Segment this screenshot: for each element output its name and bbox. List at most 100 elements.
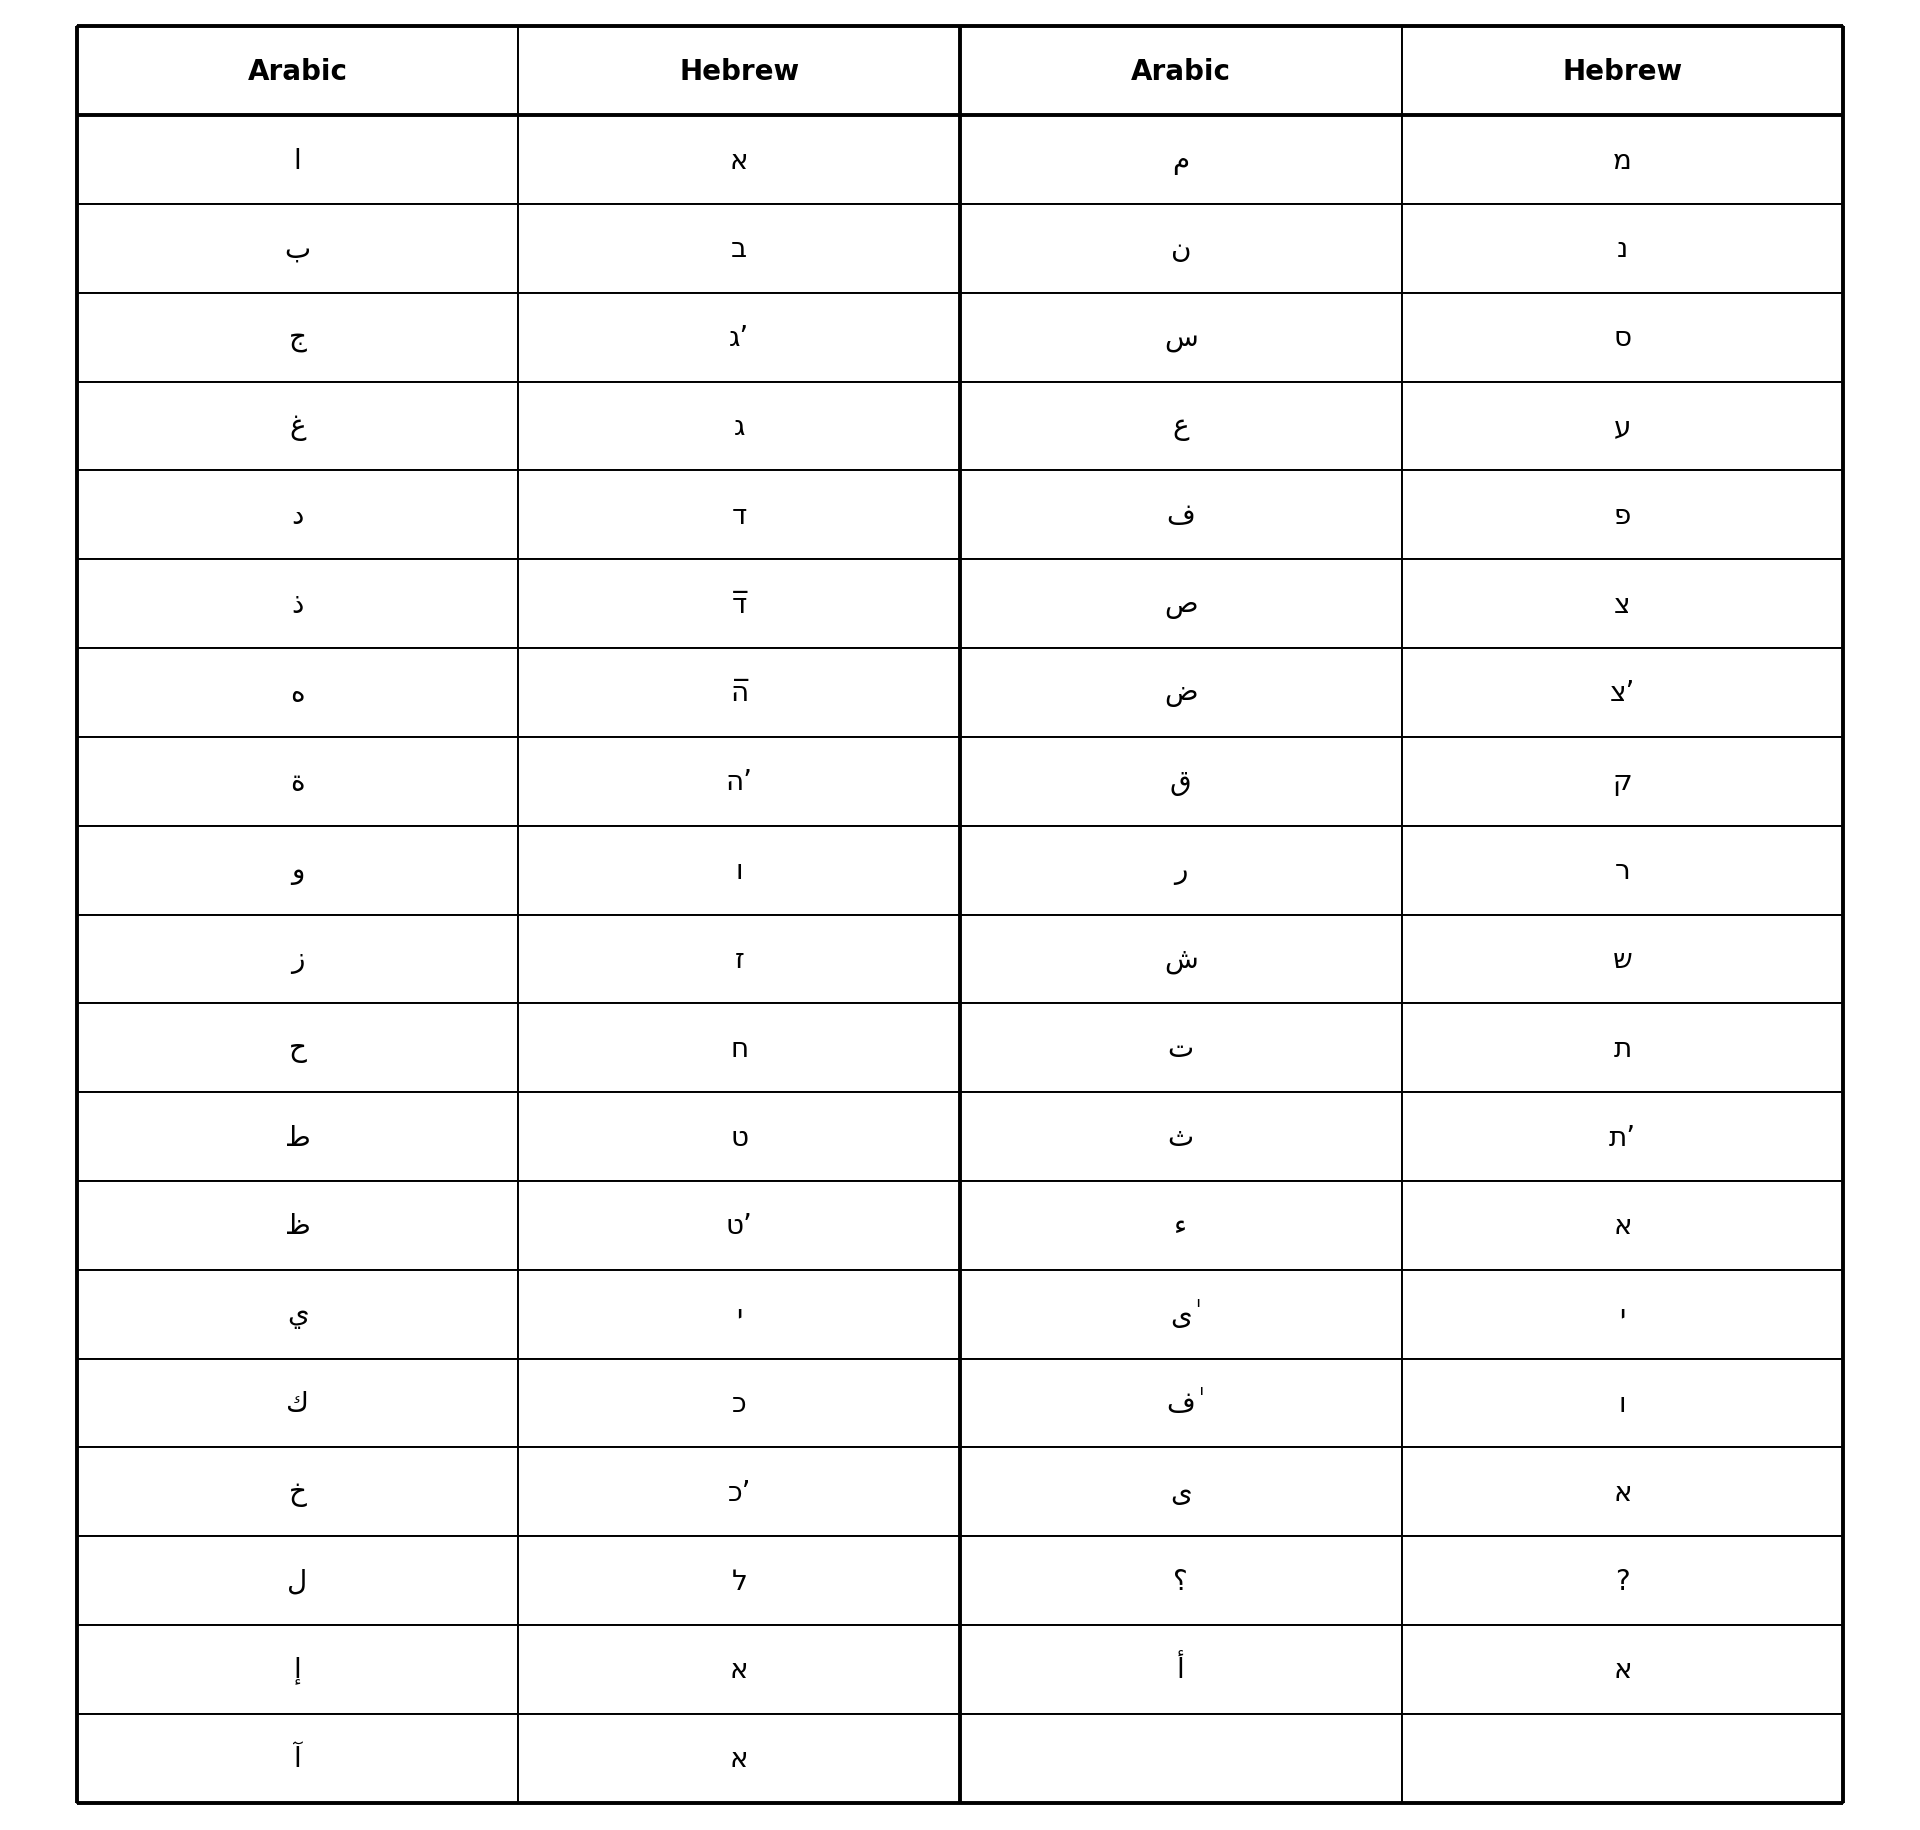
Bar	[1402, 1537, 1843, 1625]
Text: ג: ג	[733, 414, 745, 441]
Text: ו: ו	[735, 856, 743, 884]
Bar	[518, 1270, 960, 1358]
Text: ?: ?	[1615, 1566, 1630, 1594]
Bar	[518, 27, 960, 117]
Bar	[518, 827, 960, 915]
Text: أ: أ	[1177, 1656, 1185, 1684]
Bar	[77, 117, 518, 205]
Text: ל: ל	[732, 1566, 747, 1594]
Text: س: س	[1164, 324, 1198, 351]
Text: خ: خ	[288, 1479, 307, 1506]
Bar	[77, 472, 518, 560]
Text: ט’: ט’	[726, 1211, 753, 1239]
Bar	[960, 1093, 1402, 1182]
Bar	[1402, 472, 1843, 560]
Text: ىٰ: ىٰ	[1169, 1299, 1192, 1329]
Text: ت: ت	[1167, 1034, 1194, 1061]
Text: م: م	[1173, 146, 1188, 174]
Bar	[77, 915, 518, 1003]
Text: ה̅: ה̅	[730, 679, 749, 706]
Text: כ’: כ’	[728, 1479, 751, 1506]
Bar	[77, 1003, 518, 1093]
Text: ل: ل	[288, 1566, 307, 1594]
Text: פ: פ	[1615, 501, 1630, 529]
Text: ב: ב	[732, 236, 747, 264]
Text: נ: נ	[1617, 236, 1628, 264]
Text: ص: ص	[1164, 591, 1198, 619]
Bar	[960, 1358, 1402, 1448]
Bar	[960, 650, 1402, 737]
Bar	[1402, 1093, 1843, 1182]
Text: Arabic: Arabic	[248, 59, 348, 86]
Text: א: א	[730, 1656, 749, 1684]
Text: ا: ا	[294, 146, 301, 174]
Text: Arabic: Arabic	[1131, 59, 1231, 86]
Text: ش: ش	[1164, 946, 1198, 974]
Bar	[518, 915, 960, 1003]
Bar	[77, 737, 518, 827]
Text: מ: מ	[1613, 146, 1632, 174]
Bar	[960, 472, 1402, 560]
Text: ر: ر	[1175, 856, 1187, 884]
Bar	[960, 915, 1402, 1003]
Bar	[1402, 1625, 1843, 1713]
Bar	[960, 117, 1402, 205]
Text: ظ: ظ	[284, 1211, 311, 1239]
Text: إ: إ	[294, 1656, 301, 1684]
Text: ث: ث	[1167, 1124, 1194, 1151]
Text: ض: ض	[1164, 679, 1198, 706]
Text: ד̅: ד̅	[732, 591, 747, 619]
Text: غ: غ	[290, 414, 305, 441]
Bar	[77, 1625, 518, 1713]
Text: ס: ס	[1613, 324, 1632, 351]
Bar	[960, 1537, 1402, 1625]
Text: فٰ: فٰ	[1167, 1389, 1194, 1416]
Text: ق: ق	[1169, 769, 1192, 796]
Bar	[1402, 205, 1843, 295]
Text: ה’: ה’	[726, 769, 753, 796]
Text: ج: ج	[288, 324, 307, 351]
Bar	[77, 1537, 518, 1625]
Text: ק: ק	[1613, 769, 1632, 796]
Bar	[1402, 1713, 1843, 1803]
Bar	[518, 117, 960, 205]
Bar	[1402, 1003, 1843, 1093]
Bar	[77, 1713, 518, 1803]
Bar	[960, 205, 1402, 295]
Bar	[1402, 827, 1843, 915]
Bar	[960, 1270, 1402, 1358]
Text: ن: ن	[1171, 236, 1190, 264]
Bar	[960, 827, 1402, 915]
Text: ו: ו	[1619, 1389, 1626, 1416]
Bar	[518, 650, 960, 737]
Bar	[1402, 117, 1843, 205]
Bar	[518, 205, 960, 295]
Text: ט: ט	[730, 1124, 749, 1151]
Text: Hebrew: Hebrew	[680, 59, 799, 86]
Bar	[1402, 1358, 1843, 1448]
Text: ר: ר	[1615, 856, 1630, 884]
Bar	[77, 650, 518, 737]
Text: ب: ب	[284, 236, 311, 264]
Bar	[518, 295, 960, 382]
Text: ח: ח	[730, 1034, 749, 1061]
Bar	[77, 295, 518, 382]
Bar	[960, 295, 1402, 382]
Text: ע: ע	[1613, 414, 1632, 441]
Text: ذ: ذ	[292, 591, 303, 619]
Bar	[1402, 915, 1843, 1003]
Bar	[77, 1182, 518, 1270]
Bar	[1402, 1448, 1843, 1537]
Text: ת’: ת’	[1609, 1124, 1636, 1151]
Bar	[518, 1537, 960, 1625]
Text: ح: ح	[288, 1034, 307, 1061]
Bar	[960, 1448, 1402, 1537]
Text: ع: ع	[1173, 414, 1188, 441]
Bar	[960, 560, 1402, 650]
Bar	[1402, 295, 1843, 382]
Text: آ: آ	[294, 1744, 301, 1771]
Bar	[960, 382, 1402, 472]
Bar	[960, 27, 1402, 117]
Bar	[518, 472, 960, 560]
Bar	[518, 737, 960, 827]
